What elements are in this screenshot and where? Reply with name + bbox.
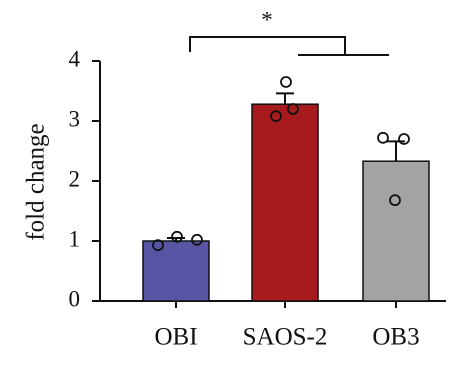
data-point	[287, 103, 299, 115]
y-tick-label: 0	[69, 286, 81, 311]
data-point	[270, 110, 282, 123]
data-point	[389, 194, 401, 207]
bar	[362, 160, 430, 302]
error-bar-line	[276, 92, 294, 105]
bar	[251, 103, 319, 302]
data-point	[377, 131, 389, 144]
error-bar	[276, 92, 294, 105]
y-tick-label: 2	[69, 166, 81, 191]
data-point	[152, 239, 164, 252]
bar	[142, 240, 210, 302]
significance-star: *	[261, 7, 273, 32]
y-tick-label: 3	[69, 106, 81, 131]
significance-bracket	[189, 36, 389, 56]
data-point	[191, 233, 203, 246]
error-bar-line	[387, 140, 405, 162]
bracket-line	[189, 36, 346, 55]
data-point	[171, 230, 183, 243]
error-bar	[387, 140, 405, 162]
x-tick-label: OBI	[154, 324, 197, 351]
x-tick-label: SAOS-2	[243, 324, 328, 351]
data-point	[280, 76, 292, 88]
y-axis-label: fold change	[23, 123, 50, 240]
x-tick-label: OB3	[372, 324, 419, 351]
y-tick-label: 4	[69, 46, 81, 71]
y-tick-label: 1	[69, 226, 81, 251]
data-point	[398, 133, 410, 145]
